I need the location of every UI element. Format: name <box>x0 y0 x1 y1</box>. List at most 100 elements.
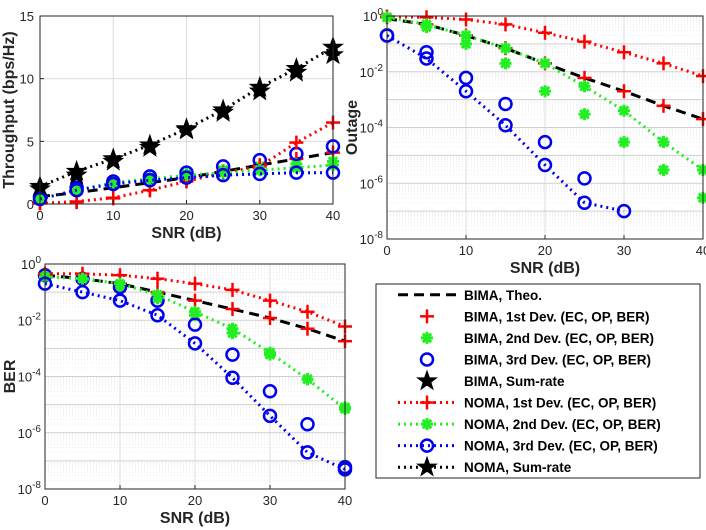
outage-series-bima-2nd-dev-ec-op-ber-point-arm <box>658 164 669 176</box>
ytick-base: 10 <box>363 9 377 24</box>
ytick-exponent: -6 <box>32 424 41 435</box>
legend-entry-bima-theo-label: BIMA, Theo. <box>464 288 542 303</box>
ber-ytick-label: 10-8 <box>18 480 42 497</box>
ber-xtick-label: 20 <box>188 493 202 508</box>
outage-series-noma-3rd-dev-ec-op-ber-point <box>577 195 592 210</box>
throughput-series-noma-3rd-dev-ec-op-ber-point <box>106 176 121 192</box>
legend-entry-noma-3rd-dev-ec-op-ber-marker <box>419 438 435 453</box>
outage-ylabel: Outage <box>344 100 361 155</box>
throughput-ytick-label: 10 <box>20 72 34 87</box>
ber-series-noma-2nd-dev-ec-op-ber-point-arm <box>264 347 276 359</box>
ytick-base: 10 <box>21 257 35 272</box>
ber-xtick-label: 0 <box>41 493 48 508</box>
outage-series-bima-2nd-dev-ec-op-ber-point-arm <box>579 108 590 120</box>
outage-series-noma-3rd-dev-ec-op-ber-point <box>458 83 474 99</box>
throughput-series-noma-3rd-dev-ec-op-ber-point <box>215 167 231 183</box>
ytick-base: 10 <box>18 482 32 497</box>
ber-series-noma-2nd-dev-ec-op-ber-line <box>44 275 346 411</box>
outage-xtick-label: 30 <box>617 243 631 258</box>
legend-entry-bima-2nd-dev-ec-op-ber-marker-arm <box>421 332 433 344</box>
legend-entry-noma-1st-dev-ec-op-ber: NOMA, 1st Dev. (EC, OP, BER) <box>398 395 656 411</box>
throughput-series-noma-3rd-dev-ec-op-ber-point <box>252 166 267 182</box>
legend-entry-bima-2nd-dev-ec-op-ber-label: BIMA, 2nd Dev. (EC, OP, BER) <box>464 331 654 346</box>
outage-series-bima-3rd-dev-ec-op-ber-point <box>458 70 474 86</box>
legend-entry-noma-3rd-dev-ec-op-ber: NOMA, 3rd Dev. (EC, OP, BER) <box>398 438 658 454</box>
legend-entry-bima-3rd-dev-ec-op-ber-label: BIMA, 3rd Dev. (EC, OP, BER) <box>464 352 651 367</box>
outage-series-bima-3rd-dev-ec-op-ber-point <box>537 134 553 150</box>
outage-ytick-label: 10-6 <box>360 174 384 191</box>
ytick-exponent: -4 <box>374 119 383 130</box>
throughput-xtick-label: 20 <box>179 208 193 223</box>
outage-series-noma-2nd-dev-ec-op-ber-point-arm <box>500 42 511 54</box>
legend-entry-noma-2nd-dev-ec-op-ber: NOMA, 2nd Dev. (EC, OP, BER) <box>398 417 661 432</box>
ber-series-bima-3rd-dev-ec-op-ber-point <box>225 347 240 362</box>
throughput-series-noma-sum-rate-point <box>138 133 161 155</box>
ber-xtick-label: 10 <box>113 493 127 508</box>
ber-ytick-label: 10-4 <box>18 368 42 385</box>
ber-series-noma-3rd-dev-ec-op-ber-point <box>262 408 278 424</box>
ber-series-bima-3rd-dev-ec-op-ber-point <box>187 317 203 332</box>
outage-xlabel: SNR (dB) <box>510 260 580 277</box>
outage-series-noma-3rd-dev-ec-op-ber-point <box>419 51 434 66</box>
legend-entry-bima-2nd-dev-ec-op-ber: BIMA, 2nd Dev. (EC, OP, BER) <box>421 331 654 346</box>
ber-series-noma-2nd-dev-ec-op-ber-point-arm <box>114 278 126 289</box>
ytick-exponent: -8 <box>32 480 41 491</box>
ber-series-noma-2nd-dev-ec-op-ber-point-arm <box>227 323 238 335</box>
legend-entry-noma-sum-rate-marker <box>416 455 438 477</box>
throughput-series-noma-2nd-dev-ec-op-ber-line <box>39 163 334 201</box>
ytick-base: 10 <box>360 232 374 247</box>
ytick-exponent: 0 <box>35 255 41 266</box>
ber-series-noma-2nd-dev-ec-op-ber-point-arm <box>302 373 313 385</box>
ber-series-noma-3rd-dev-ec-op-ber-point <box>75 284 90 300</box>
ytick-base: 10 <box>360 65 374 80</box>
throughput-ylabel: Throughput (bps/Hz) <box>1 31 18 188</box>
ytick-base: 10 <box>18 370 32 385</box>
ytick-exponent: -2 <box>374 63 383 74</box>
outage-xtick-label: 20 <box>538 243 552 258</box>
throughput-xtick-label: 40 <box>326 208 340 223</box>
outage-series-bima-2nd-dev-ec-op-ber-point-arm <box>539 85 551 97</box>
throughput-series-noma-3rd-dev-ec-op-ber-point <box>142 172 158 188</box>
legend-entry-noma-1st-dev-ec-op-ber-label: NOMA, 1st Dev. (EC, OP, BER) <box>464 396 656 411</box>
throughput-series-noma-sum-rate-point <box>212 98 235 120</box>
ber-ytick-label: 100 <box>21 255 41 272</box>
ber-series-bima-3rd-dev-ec-op-ber-point <box>262 383 278 399</box>
outage-series-group <box>379 9 706 219</box>
throughput-series-noma-3rd-dev-ec-op-ber-point <box>289 165 304 180</box>
ber-series-noma-3rd-dev-ec-op-ber-point <box>225 370 240 386</box>
ytick-exponent: -8 <box>374 230 383 241</box>
ber-ytick-label: 10-2 <box>18 311 42 328</box>
outage-xtick-label: 40 <box>696 243 706 258</box>
outage-series-noma-3rd-dev-ec-op-ber-point <box>616 203 632 219</box>
throughput-ytick-label: 15 <box>20 9 34 24</box>
throughput-ytick-label: 0 <box>27 197 34 212</box>
ber-series-noma-2nd-dev-ec-op-ber-point-arm <box>77 273 88 285</box>
legend-entry-noma-3rd-dev-ec-op-ber-label: NOMA, 3rd Dev. (EC, OP, BER) <box>464 439 658 454</box>
outage-series-bima-3rd-dev-ec-op-ber-point <box>419 45 434 60</box>
outage-xtick-label: 10 <box>459 243 473 258</box>
legend-entry-noma-sum-rate: NOMA, Sum-rate <box>398 455 572 477</box>
throughput-series-noma-sum-rate-point <box>248 75 271 97</box>
legend-entry-bima-3rd-dev-ec-op-ber-marker <box>419 352 435 367</box>
legend-entry-bima-theo: BIMA, Theo. <box>398 288 542 303</box>
outage-series-noma-2nd-dev-ec-op-ber-point-arm <box>460 30 472 41</box>
throughput-xtick-label: 30 <box>253 208 267 223</box>
ber-ytick-label: 10-6 <box>18 424 42 441</box>
outage-series-bima-2nd-dev-ec-op-ber-point-arm <box>618 136 630 148</box>
outage-xtick-label: 0 <box>383 243 390 258</box>
ber-series-noma-2nd-dev-ec-op-ber-point-arm <box>189 306 201 318</box>
legend-entry-noma-2nd-dev-ec-op-ber-label: NOMA, 2nd Dev. (EC, OP, BER) <box>464 417 661 432</box>
legend-entry-bima-1st-dev-ec-op-ber-label: BIMA, 1st Dev. (EC, OP, BER) <box>464 309 650 324</box>
ytick-exponent: 0 <box>377 7 383 18</box>
throughput-xtick-label: 0 <box>36 208 43 223</box>
outage-ytick-label: 10-4 <box>360 119 384 136</box>
outage-series-noma-2nd-dev-ec-op-ber-point-arm <box>579 81 590 92</box>
ber-series-noma-3rd-dev-ec-op-ber-point <box>150 308 165 323</box>
ber-series-noma-3rd-dev-ec-op-ber-point <box>112 293 128 308</box>
outage-series-bima-3rd-dev-ec-op-ber-point <box>498 96 513 112</box>
throughput-series-noma-1st-dev-ec-op-ber-line <box>39 121 334 205</box>
ber-xtick-label: 40 <box>338 493 352 508</box>
ytick-exponent: -4 <box>32 368 41 379</box>
throughput-series-noma-sum-rate-point <box>175 117 198 139</box>
